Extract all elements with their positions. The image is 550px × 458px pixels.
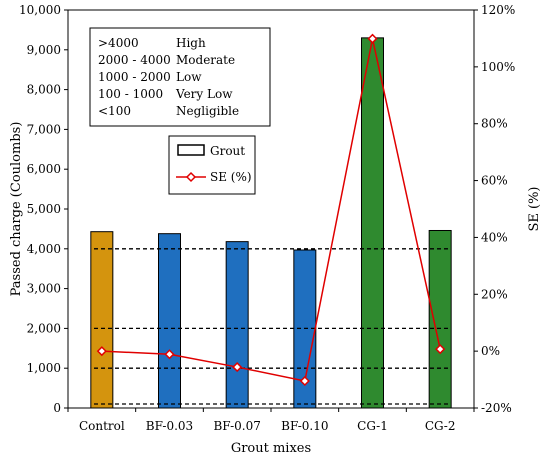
- se-point-cg-2: [435, 344, 446, 355]
- se-point-bf-0-10: [299, 375, 310, 387]
- se-line: [101, 38, 441, 382]
- bar-cg-2: [428, 229, 452, 409]
- x-tick-label: CG-1: [357, 419, 388, 433]
- y-axis-title: Passed charge (Coulombs): [9, 122, 24, 297]
- right-tick-label: 120%: [481, 3, 515, 17]
- class-category-label: Negligible: [176, 104, 239, 118]
- class-category-label: Low: [176, 70, 202, 84]
- right-tick-label: 0%: [481, 344, 500, 358]
- bar-cg-1: [361, 37, 384, 409]
- legend-se-marker: [185, 171, 197, 183]
- legend-se-label: SE (%): [210, 170, 252, 184]
- classification-box: >4000 High 2000 - 4000 Moderate 1000 - 2000 L…: [89, 27, 271, 127]
- left-tick-label: 4,000: [27, 242, 61, 256]
- classification-box-frame: [89, 27, 271, 127]
- left-tick-label: 2,000: [27, 321, 61, 335]
- class-range-label: 1000 - 2000: [98, 70, 171, 84]
- right-tick-label: 40%: [481, 230, 508, 244]
- x-axis-title: Grout mixes: [231, 441, 311, 456]
- x-tick-label: Control: [79, 419, 125, 433]
- bar-control: [90, 231, 114, 409]
- legend-grout-label: Grout: [210, 144, 245, 158]
- class-range-label: <100: [98, 104, 131, 118]
- right-tick-label: 100%: [481, 60, 515, 74]
- x-tick-label: BF-0.03: [146, 419, 193, 433]
- right-tick-label: 20%: [481, 287, 508, 301]
- class-range-label: >4000: [98, 36, 139, 50]
- class-category-label: High: [176, 36, 206, 50]
- x-tick-label: CG-2: [425, 419, 456, 433]
- class-range-label: 2000 - 4000: [98, 53, 171, 67]
- se-point-bf-0-03: [164, 349, 175, 360]
- left-tick-label: 3,000: [27, 282, 61, 296]
- x-tick-label: BF-0.10: [281, 419, 328, 433]
- left-tick-label: 8,000: [27, 83, 61, 97]
- right-tick-label: 60%: [481, 174, 508, 188]
- x-axis: Control BF-0.03 BF-0.07 BF-0.10 CG-1 CG-2: [67, 408, 475, 433]
- legend: Grout SE (%): [168, 135, 256, 195]
- se-point-control: [96, 346, 107, 357]
- left-tick-label: 10,000: [19, 3, 61, 17]
- y2-axis-title: SE (%): [527, 186, 542, 231]
- left-tick-label: 9,000: [27, 43, 61, 57]
- class-category-label: Very Low: [175, 87, 233, 101]
- class-category-label: Moderate: [176, 53, 235, 67]
- threshold-lines: [94, 248, 448, 405]
- right-tick-label: 80%: [481, 117, 508, 131]
- se-line-series: [96, 33, 446, 387]
- bar-bf-0-03: [158, 233, 181, 409]
- right-y-axis: -20% 0% 20% 40% 60% 80% 100% 120%: [474, 3, 515, 415]
- left-tick-label: 7,000: [27, 122, 61, 136]
- legend-bar-swatch: [177, 144, 205, 156]
- left-tick-label: 1,000: [27, 361, 61, 375]
- left-tick-label: 0: [53, 401, 61, 415]
- left-tick-label: 5,000: [27, 202, 61, 216]
- se-point-bf-0-07: [232, 362, 243, 373]
- se-point-cg-1: [367, 33, 378, 44]
- left-tick-label: 6,000: [27, 162, 61, 176]
- left-y-axis: 0 1,000 2,000 3,000 4,000 5,000 6,000 7,000 8,00…: [19, 3, 68, 415]
- class-range-label: 100 - 1000: [98, 87, 163, 101]
- right-tick-label: -20%: [481, 401, 512, 415]
- bar-bf-0-07: [225, 241, 249, 409]
- x-tick-label: BF-0.07: [213, 419, 260, 433]
